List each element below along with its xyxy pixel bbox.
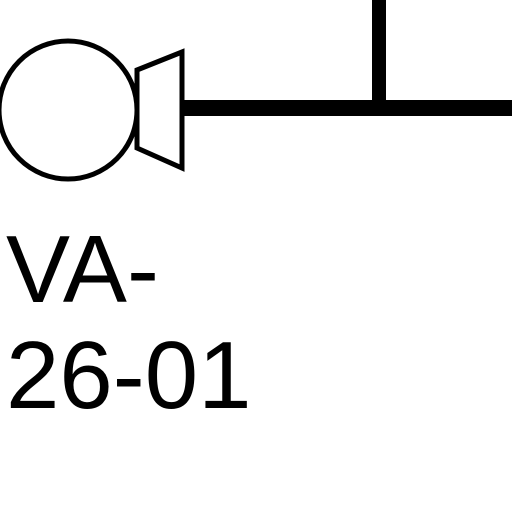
vertical-line-segment	[372, 0, 386, 116]
equipment-tag-line-2: 26-01	[6, 322, 252, 429]
horizontal-line-segment	[182, 100, 512, 116]
connector-trapezoid-icon	[134, 48, 185, 172]
equipment-tag-line-1: VA-	[6, 216, 159, 323]
valve-circle-icon	[0, 38, 140, 182]
